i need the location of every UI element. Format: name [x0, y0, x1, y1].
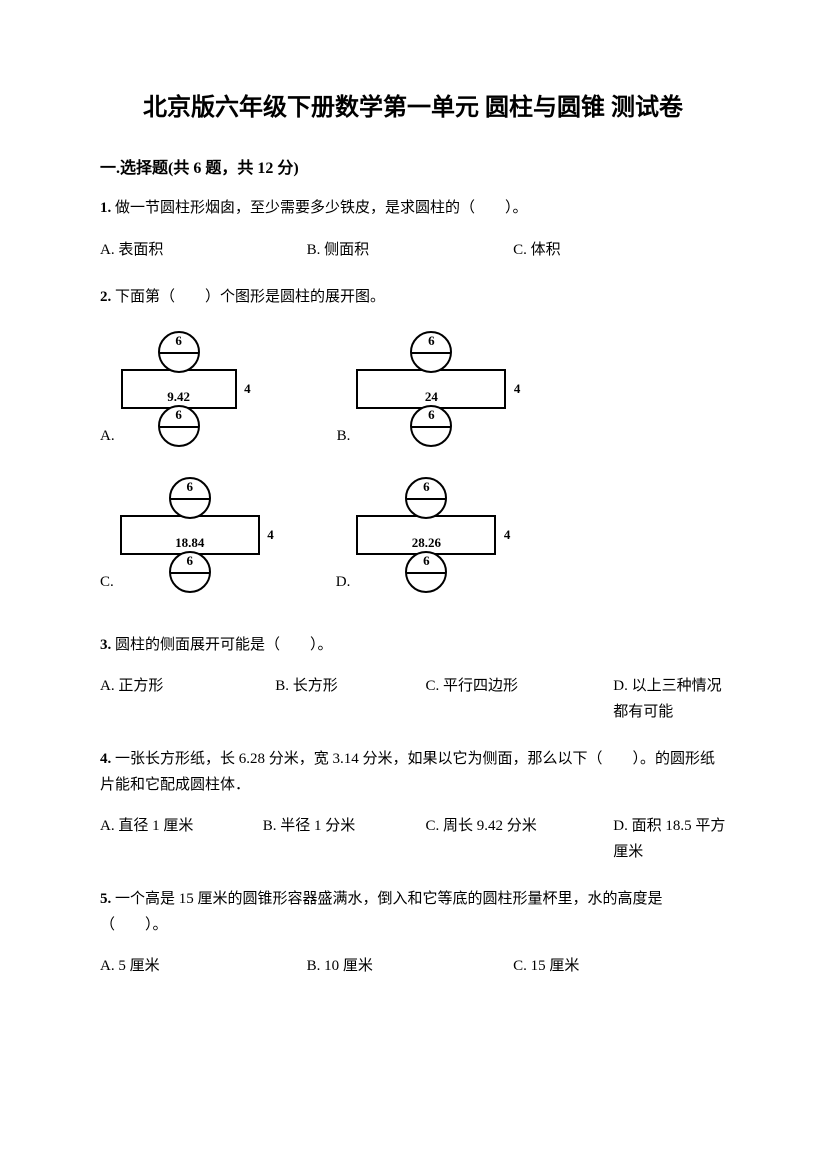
q5-options: A. 5 厘米 B. 10 厘米 C. 15 厘米 [100, 954, 726, 980]
q2-fig-d-label: D. [336, 574, 351, 593]
fig-c-bottom: 6 [171, 553, 209, 569]
q1-opt-b: B. 侧面积 [307, 238, 514, 264]
q4-text: 一张长方形纸，长 6.28 分米，宽 3.14 分米，如果以它为侧面，那么以下（… [100, 751, 715, 793]
q1-options: A. 表面积 B. 侧面积 C. 体积 [100, 238, 726, 264]
fig-d-height: 4 [504, 527, 511, 543]
q2-figure-a: A. 6 9.42 4 6 [100, 331, 237, 447]
question-3: 3. 圆柱的侧面展开可能是（ ）。 [100, 633, 726, 659]
question-1: 1. 做一节圆柱形烟囱，至少需要多少铁皮，是求圆柱的（ ）。 [100, 196, 726, 222]
q2-fig-b-label: B. [337, 428, 351, 447]
q1-opt-a: A. 表面积 [100, 238, 307, 264]
q5-num: 5. [100, 891, 111, 907]
q4-opt-b: B. 半径 1 分米 [263, 814, 426, 865]
q3-opt-d: D. 以上三种情况都有可能 [613, 674, 726, 725]
q3-options: A. 正方形 B. 长方形 C. 平行四边形 D. 以上三种情况都有可能 [100, 674, 726, 725]
q2-figure-row2: C. 6 18.84 4 6 D. 6 28.26 4 [100, 477, 726, 593]
question-4: 4. 一张长方形纸，长 6.28 分米，宽 3.14 分米，如果以它为侧面，那么… [100, 747, 726, 798]
fig-a-width: 9.42 [123, 389, 235, 405]
q2-num: 2. [100, 289, 111, 305]
document-title: 北京版六年级下册数学第一单元 圆柱与圆锥 测试卷 [100, 90, 726, 126]
q2-figure-d: D. 6 28.26 4 6 [336, 477, 497, 593]
question-5: 5. 一个高是 15 厘米的圆锥形容器盛满水，倒入和它等底的圆柱形量杯里，水的高… [100, 887, 726, 938]
q5-opt-a: A. 5 厘米 [100, 954, 307, 980]
fig-b-height: 4 [514, 381, 521, 397]
fig-b-width: 24 [358, 389, 504, 405]
q5-text: 一个高是 15 厘米的圆锥形容器盛满水，倒入和它等底的圆柱形量杯里，水的高度是（… [100, 891, 663, 933]
q2-figure-row1: A. 6 9.42 4 6 B. 6 24 4 [100, 331, 726, 447]
fig-c-width: 18.84 [122, 535, 258, 551]
q2-text: 下面第（ ）个图形是圆柱的展开图。 [115, 289, 385, 305]
fig-d-bottom: 6 [407, 553, 445, 569]
fig-a-top: 6 [160, 333, 198, 349]
q4-num: 4. [100, 751, 111, 767]
fig-d-top: 6 [407, 479, 445, 495]
q5-opt-b: B. 10 厘米 [307, 954, 514, 980]
q3-opt-a: A. 正方形 [100, 674, 275, 725]
fig-b-top: 6 [412, 333, 450, 349]
q4-options: A. 直径 1 厘米 B. 半径 1 分米 C. 周长 9.42 分米 D. 面… [100, 814, 726, 865]
fig-c-top: 6 [171, 479, 209, 495]
q2-figure-c: C. 6 18.84 4 6 [100, 477, 260, 593]
q2-figure-b: B. 6 24 4 6 [337, 331, 507, 447]
q2-fig-c-label: C. [100, 574, 114, 593]
q4-opt-c: C. 周长 9.42 分米 [426, 814, 614, 865]
q1-num: 1. [100, 200, 111, 216]
q4-opt-a: A. 直径 1 厘米 [100, 814, 263, 865]
q3-text: 圆柱的侧面展开可能是（ ）。 [115, 637, 333, 653]
q2-fig-a-label: A. [100, 428, 115, 447]
fig-d-width: 28.26 [358, 535, 494, 551]
q3-num: 3. [100, 637, 111, 653]
fig-a-bottom: 6 [160, 407, 198, 423]
fig-c-height: 4 [267, 527, 274, 543]
fig-a-height: 4 [244, 381, 251, 397]
q3-opt-b: B. 长方形 [275, 674, 425, 725]
q3-opt-c: C. 平行四边形 [426, 674, 614, 725]
q5-opt-c: C. 15 厘米 [513, 954, 720, 980]
q1-opt-c: C. 体积 [513, 238, 720, 264]
question-2: 2. 下面第（ ）个图形是圆柱的展开图。 [100, 285, 726, 311]
q4-opt-d: D. 面积 18.5 平方厘米 [613, 814, 726, 865]
section-header: 一.选择题(共 6 题，共 12 分) [100, 154, 726, 178]
fig-b-bottom: 6 [412, 407, 450, 423]
q1-text: 做一节圆柱形烟囱，至少需要多少铁皮，是求圆柱的（ ）。 [115, 200, 528, 216]
